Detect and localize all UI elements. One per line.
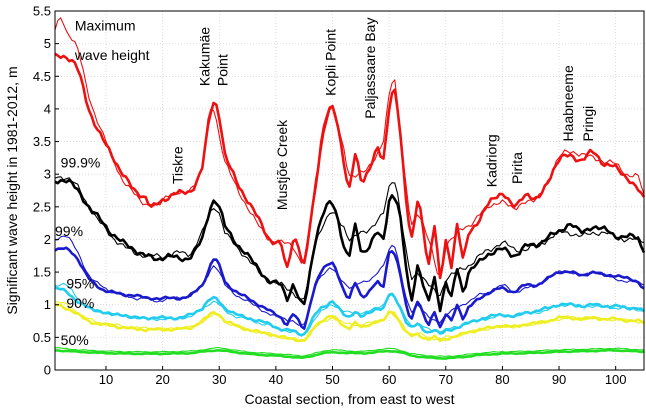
annotation-p90: 90% xyxy=(66,295,94,311)
series-thin-line xyxy=(54,176,645,300)
annotation-p99: 99% xyxy=(55,223,83,239)
series-group xyxy=(54,282,645,337)
annotations: Maximum wave height 99.9% 99% 95% 90% 50% Tiskr… xyxy=(55,18,596,349)
series-line xyxy=(54,303,645,343)
x-tick-label: 90 xyxy=(552,372,566,387)
series-line xyxy=(54,52,646,280)
series-line xyxy=(54,178,646,313)
annotation-kopli: Kopli Point xyxy=(322,29,338,96)
x-tick-label: 30 xyxy=(212,372,226,387)
y-tick-label: 1.5 xyxy=(33,265,51,280)
annotation-p95: 95% xyxy=(66,275,94,291)
x-tick-label: 70 xyxy=(439,372,453,387)
series-line xyxy=(54,246,645,330)
annotation-pirita: Pirita xyxy=(509,152,525,184)
y-tick-label: 2 xyxy=(44,232,51,247)
annotation-mustjoe: Mustjõe Creek xyxy=(274,119,290,210)
annotation-paljassaare: Paljassaare Bay xyxy=(362,18,378,119)
annotation-p999: 99.9% xyxy=(61,155,101,171)
y-tick-label: 0.5 xyxy=(33,330,51,345)
x-tick-label: 80 xyxy=(495,372,509,387)
y-tick-label: 0 xyxy=(44,363,51,378)
x-tick-label: 10 xyxy=(99,372,113,387)
y-tick-label: 3 xyxy=(44,167,51,182)
series-thin-line xyxy=(54,346,644,357)
series-line xyxy=(54,286,645,337)
x-tick-label: 60 xyxy=(382,372,396,387)
x-tick-label: 100 xyxy=(605,372,627,387)
x-tick-label: 40 xyxy=(269,372,283,387)
series-lines xyxy=(54,17,646,360)
annotation-wave-height: wave height xyxy=(74,47,150,63)
annotation-tiskre: Tiskre xyxy=(169,146,185,184)
axis-ticks: 10 20 30 40 50 60 70 80 90 100 0 0.5 1 1.5 2 2.5 3 3.5 4 4.… xyxy=(33,4,627,388)
annotation-kakumae: Kakumäe xyxy=(197,27,213,86)
series-group xyxy=(54,300,645,343)
series-group xyxy=(54,176,646,313)
series-group xyxy=(54,235,645,330)
y-tick-label: 5.5 xyxy=(33,4,51,19)
series-thin-line xyxy=(54,282,645,335)
y-tick-label: 3.5 xyxy=(33,134,51,149)
annotation-p50: 50% xyxy=(61,332,89,348)
x-tick-label: 20 xyxy=(155,372,169,387)
y-axis-title: Significant wave height in 1981-2012, m xyxy=(4,66,20,314)
annotation-pringi: Pringi xyxy=(580,106,596,142)
y-tick-label: 4 xyxy=(44,101,51,116)
x-axis-title: Coastal section, from east to west xyxy=(244,391,454,407)
y-tick-label: 2.5 xyxy=(33,199,51,214)
series-line xyxy=(54,348,645,360)
series-group xyxy=(54,346,645,360)
x-tick-label: 50 xyxy=(325,372,339,387)
annotation-haabneeme: Haabneeme xyxy=(560,65,576,141)
y-tick-label: 5 xyxy=(44,36,51,51)
plot-frame xyxy=(54,10,645,371)
annotation-point1: Point xyxy=(215,54,231,86)
annotation-kadriorg: Kadriorg xyxy=(484,134,500,187)
y-tick-label: 1 xyxy=(44,297,51,312)
series-group xyxy=(54,17,646,280)
annotation-maximum: Maximum xyxy=(75,18,136,34)
y-tick-label: 4.5 xyxy=(33,69,51,84)
